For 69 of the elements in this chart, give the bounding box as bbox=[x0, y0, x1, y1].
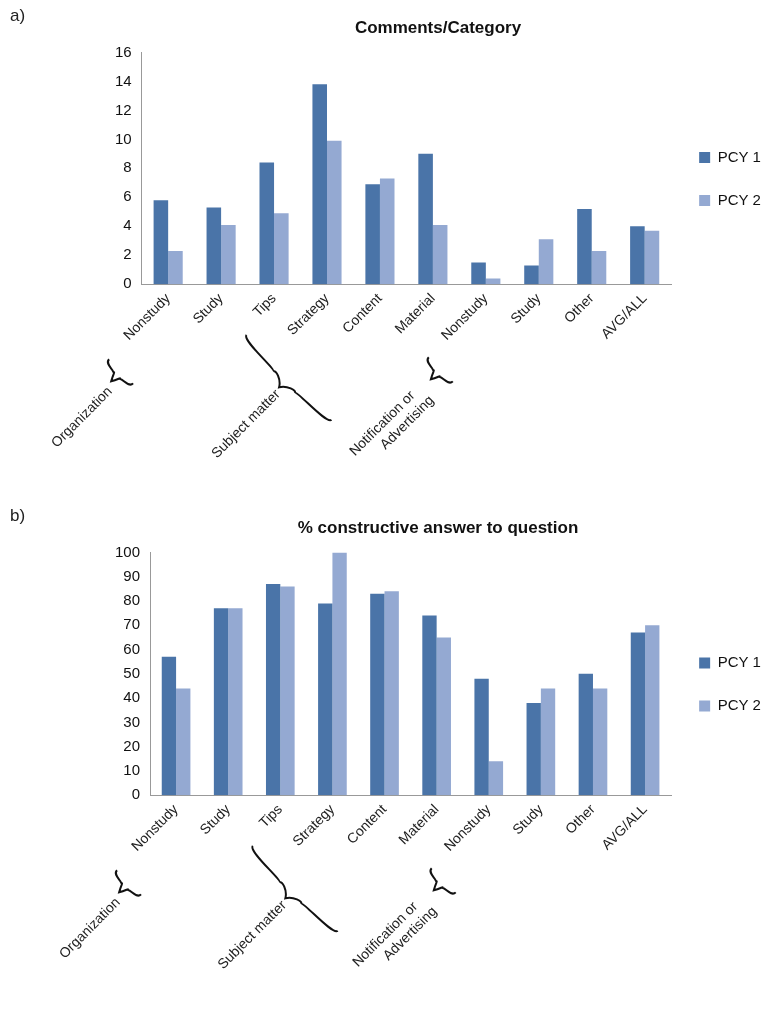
bar bbox=[436, 637, 451, 796]
bar bbox=[471, 262, 486, 285]
bar bbox=[432, 224, 448, 285]
y-tick-label: 0 bbox=[131, 785, 141, 803]
bar bbox=[161, 656, 177, 796]
bar bbox=[280, 586, 295, 796]
bar bbox=[168, 250, 183, 285]
bar bbox=[418, 153, 433, 285]
y-tick-label: 40 bbox=[123, 688, 141, 706]
legend-label: PCY 2 bbox=[717, 190, 761, 208]
text: a) bbox=[10, 6, 26, 26]
y-tick-label: 100 bbox=[115, 542, 141, 560]
bar bbox=[645, 625, 660, 796]
y-tick-label: 14 bbox=[115, 71, 132, 89]
bar bbox=[592, 688, 608, 796]
bar bbox=[524, 265, 539, 285]
bar bbox=[474, 678, 489, 796]
y-tick-label: 0 bbox=[123, 274, 132, 292]
bar bbox=[540, 688, 556, 796]
legend-label: PCY 1 bbox=[717, 147, 761, 165]
x-tick-label: Tips bbox=[255, 800, 286, 831]
bar bbox=[318, 603, 333, 796]
bar bbox=[488, 761, 504, 796]
y-tick-label: 6 bbox=[123, 187, 132, 205]
bar bbox=[538, 239, 554, 285]
bar bbox=[365, 184, 380, 285]
bar bbox=[630, 226, 645, 285]
y-tick-label: 50 bbox=[123, 663, 141, 681]
y-tick-label: 4 bbox=[123, 216, 132, 234]
y-tick-label: 16 bbox=[115, 42, 132, 60]
bar bbox=[577, 208, 592, 285]
bar bbox=[591, 250, 607, 285]
y-tick-label: 8 bbox=[123, 158, 132, 176]
y-tick-label: 20 bbox=[123, 736, 141, 754]
bar bbox=[228, 608, 243, 796]
bar bbox=[153, 200, 169, 285]
y-tick-label: 30 bbox=[123, 712, 141, 730]
bar bbox=[370, 593, 385, 796]
bar bbox=[332, 552, 347, 796]
y-tick-label: 90 bbox=[123, 566, 141, 584]
y-tick-label: 70 bbox=[123, 615, 141, 633]
bar bbox=[221, 224, 236, 285]
bar bbox=[644, 230, 660, 285]
y-tick-label: 10 bbox=[123, 761, 141, 779]
bar bbox=[379, 178, 395, 285]
y-tick-label: 12 bbox=[115, 100, 132, 118]
bar bbox=[578, 673, 593, 796]
text: b) bbox=[10, 506, 26, 526]
chart-title: Comments/Category bbox=[354, 17, 522, 37]
bar bbox=[265, 583, 281, 796]
bar bbox=[213, 608, 229, 796]
y-tick-label: 2 bbox=[123, 245, 132, 263]
bar bbox=[176, 688, 191, 796]
bar bbox=[312, 84, 327, 285]
y-tick-label: 60 bbox=[123, 639, 141, 657]
bar bbox=[274, 213, 289, 285]
bar bbox=[206, 207, 222, 285]
bar bbox=[259, 162, 275, 285]
bar bbox=[384, 591, 399, 796]
bar bbox=[630, 632, 646, 796]
bar bbox=[327, 140, 342, 285]
x-tick-label: Tips bbox=[249, 289, 279, 320]
y-tick-label: 10 bbox=[115, 129, 132, 147]
bar bbox=[422, 615, 437, 796]
bar bbox=[526, 703, 541, 796]
legend-label: PCY 1 bbox=[717, 653, 761, 671]
y-tick-label: 80 bbox=[123, 591, 141, 609]
chart-title: % constructive answer to question bbox=[297, 517, 579, 537]
legend-label: PCY 2 bbox=[717, 696, 761, 714]
